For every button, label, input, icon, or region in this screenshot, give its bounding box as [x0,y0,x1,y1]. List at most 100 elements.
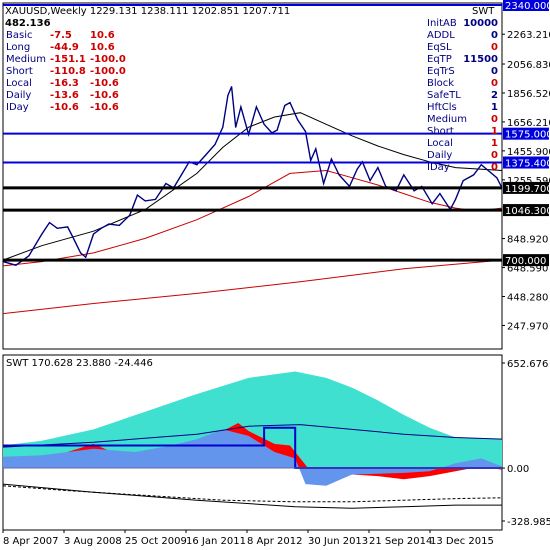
level-tag [503,156,549,169]
left-panel-value-b: -10.6 [90,90,119,101]
right-panel-value: 1 [491,102,498,113]
price-point [214,143,216,146]
price-point [56,227,58,229]
right-panel-value: 0 [491,66,498,77]
level-tag-label: 1575.000 [505,130,550,141]
left-panel-value-a: -44.9 [50,42,79,53]
overlay-text: XAUUSD,Weekly 1229.131 1238.111 1202.851… [5,6,498,369]
price-point [330,158,332,160]
left-panel-value-b: 10.6 [90,42,115,53]
left-panel-value-b: 10.6 [90,30,115,41]
price-point [304,130,307,133]
left-panel-value-a: -13.6 [50,90,79,101]
price-point [154,198,157,200]
level-tag [503,254,549,267]
chart-title: XAUUSD,Weekly 1229.131 1238.111 1202.851… [5,6,290,17]
price-point [85,256,87,258]
left-panel-value-a: -16.3 [50,78,79,89]
left-panel-value-a: -10.6 [50,102,79,113]
price-point [100,227,102,229]
right-panel-label: Daily [427,150,452,161]
price-point [297,119,299,121]
price-point [276,129,278,131]
price-point [136,194,138,196]
price-tick-label: 2056.830 [507,60,550,71]
price-point [454,198,457,200]
right-panel-value: 0 [491,42,498,53]
left-panel-label: Basic [6,30,32,41]
price-point [67,226,69,228]
indicator-lower-line [2,483,502,509]
price-point [338,174,340,176]
right-panel-label: InitAB [427,18,457,29]
price-point [144,200,146,202]
price-point [356,168,358,170]
left-panel-value-a: -7.5 [50,30,72,41]
level-tag-label: 2340.000 [505,1,550,12]
price-tick-label: 848.920 [507,235,548,246]
indicator-upper-line [2,424,503,448]
date-label: 3 Aug 2008 [64,536,122,547]
price-point [41,233,43,235]
ma-long-line [2,259,503,315]
right-panel-label: EqTrS [427,66,455,77]
price-point [92,233,95,235]
price-tick-label: 1856.520 [507,89,550,100]
left-panel-value-b: -10.6 [90,78,119,89]
left-panel-value-b: -100.0 [90,54,126,65]
price-point [108,223,110,225]
indicator-tick-label: -328.985 [507,517,550,528]
price-point [496,177,498,179]
price-point [227,94,229,96]
price-point [165,182,167,185]
price-point [284,104,286,107]
indicator-header: SWT 170.628 23.880 -24.446 [6,358,153,369]
date-label: 8 Apr 2007 [3,536,58,547]
ma-fast-line [2,112,503,261]
right-panel-label: EqTP [427,54,452,65]
date-label: 8 Apr 2012 [247,536,302,547]
left-panel-label: Short [6,66,33,77]
price-point [28,255,30,257]
right-panel-label: Medium [427,114,467,125]
right-panel-label: HftCls [427,102,457,113]
level-tag [503,204,549,217]
price-point [204,155,206,157]
left-panel-value-a: -151.1 [50,54,86,65]
price-point [403,174,405,176]
blue-area [3,429,502,486]
level-tag [503,127,549,140]
level-tag-label: 1046.300 [505,206,550,217]
price-point [413,190,415,192]
price-pane-frame [2,2,503,350]
cyan-area [3,371,502,468]
left-panel-value-b: -100.0 [90,66,126,77]
level-tag-label: 700.000 [505,256,546,267]
indicator-tick-label: 0.00 [507,464,529,475]
left-panel-label: Medium [6,54,46,65]
price-tick-label: 2263.210 [507,30,550,41]
left-panel-label: Local [6,78,32,89]
price-point [315,148,317,150]
right-panel-label: Short [427,126,454,137]
price-point [480,164,482,166]
level-tag [503,0,549,11]
price-tick-label: 1656.210 [507,118,550,129]
price-tick-label: 1455.900 [507,147,550,158]
price-point [289,102,291,104]
price-point [231,86,233,88]
date-label: 13 Dec 2015 [430,536,494,547]
price-point [310,159,312,161]
right-panel-label: EqSL [427,42,452,53]
price-point [377,167,379,169]
price-point [369,180,371,182]
left-panel-value-a: -110.8 [50,66,86,77]
left-panel-label: IDay [6,102,29,113]
price-point [15,264,17,266]
right-panel-label: Local [427,138,453,149]
price-point [431,203,433,205]
price-point [323,182,325,185]
price-point [196,164,198,166]
